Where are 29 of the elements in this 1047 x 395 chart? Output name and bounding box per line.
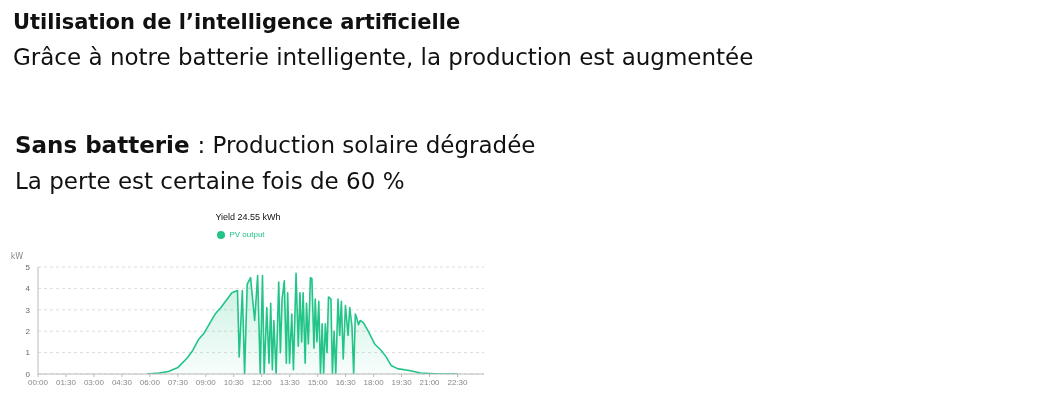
x-tick-label: 01:30 — [55, 377, 77, 387]
text: La perte est certaine fois de 60 % — [15, 168, 405, 194]
x-tick-label: 07:30 — [167, 377, 189, 387]
x-tick-label: 12:00 — [251, 377, 273, 387]
x-tick-label: 03:00 — [83, 377, 105, 387]
x-tick-label: 09:00 — [195, 377, 217, 387]
x-tick-label: 16:30 — [335, 377, 357, 387]
y-tick-label: 2 — [25, 327, 31, 337]
x-tick-label: 19:30 — [391, 377, 413, 387]
chart-subtitle: Grâce à notre batterie intelligente, la production est augmentée — [13, 44, 754, 70]
x-tick-label: 00:00 — [27, 377, 49, 387]
legend-label: PV output — [229, 230, 265, 239]
x-tick-label: 15:00 — [307, 377, 329, 387]
text: Sans batterie : Production solaire dégradée — [15, 132, 536, 158]
x-tick-label: 22:30 — [447, 377, 469, 387]
x-tick-label: 06:00 — [139, 377, 161, 387]
x-tick-label: 04:30 — [111, 377, 133, 387]
y-tick-label: 5 — [25, 262, 31, 272]
y-tick-label: 0 — [25, 369, 31, 379]
text: Yield 24.55 kWh — [214, 212, 282, 222]
x-tick-label: 18:00 — [363, 377, 385, 387]
y-axis-title: kW — [10, 252, 24, 261]
y-tick-label: 4 — [25, 284, 31, 294]
y-tick-label: 3 — [25, 305, 31, 315]
x-tick-label: 10:30 — [223, 377, 245, 387]
chart-title: Utilisation de l’intelligence artificielle — [13, 10, 461, 34]
x-tick-label: 21:00 — [419, 377, 441, 387]
y-tick-label: 1 — [25, 348, 31, 358]
x-tick-label: 13:30 — [279, 377, 301, 387]
